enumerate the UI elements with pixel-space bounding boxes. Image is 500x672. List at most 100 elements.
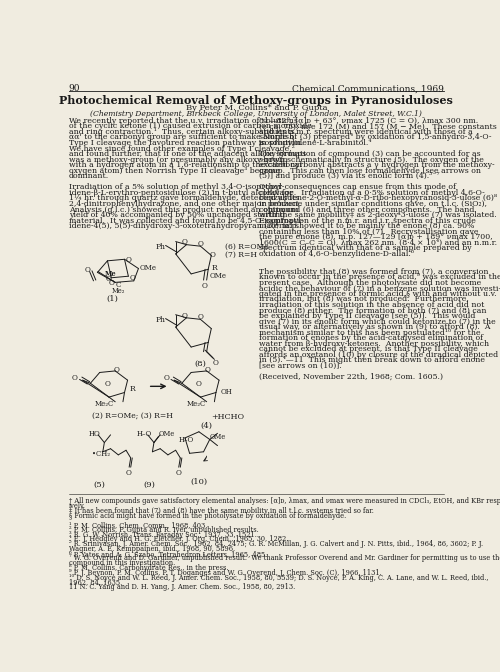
Text: ¹ P. M. Collins, Chem. Comm., 1968, 403.: ¹ P. M. Collins, Chem. Comm., 1968, 403. [68,521,207,529]
Text: ³ R. G. W. Norrish, Trans. Faraday Soc., 1937, 33, 1521.: ³ R. G. W. Norrish, Trans. Faraday Soc.,… [68,531,256,539]
Text: § Formic acid might have formed in the photolysate by oxidation of formaldehyde.: § Formic acid might have formed in the p… [68,511,346,519]
Text: the pure enone (8), m.p. 127—129 [α]ᴅ + 189° νmax 1700,: the pure enone (8), m.p. 127—129 [α]ᴅ + … [258,233,492,241]
Text: usual way, or alternatively as shown in (9) to afford (8).  A: usual way, or alternatively as shown in … [258,323,490,331]
Text: +HCHO: +HCHO [212,413,244,421]
Text: O: O [202,282,208,290]
Text: Type I cleavage the favoured reaction pathway in solution.: Type I cleavage the favoured reaction pa… [68,139,303,147]
Text: Me: Me [104,270,116,278]
Text: Other consequences can ensue from this mode of: Other consequences can ensue from this m… [258,183,456,192]
Text: Wagner, A. E. Kemppainen, ibid., 1968, 90, 5896.: Wagner, A. E. Kemppainen, ibid., 1968, 9… [68,545,235,553]
Text: mechanism similar to this has been postulated¹⁰ for the: mechanism similar to this has been postu… [258,329,480,337]
Text: affords an oxetanol (10) by closure of the diradical depicted: affords an oxetanol (10) by closure of t… [258,351,498,359]
Text: material showed it to be mainly the enone (8) ca. 90%: material showed it to be mainly the enon… [258,222,474,230]
Text: gated in the presence of formic acid,§ with and without u.v.: gated in the presence of formic acid,§ w… [258,290,496,298]
Text: with a hydrogen atom in a 1,6-relationship to the carbonyl: with a hydrogen atom in a 1,6-relationsh… [68,161,302,169]
Text: (4): (4) [200,422,212,430]
Text: 2,4-dinitrophenylhydrazone, and one other major product.: 2,4-dinitrophenylhydrazone, and one othe… [68,200,301,208]
Text: ‡ It has been found that (7) and (8) have the same mobility in all t.l.c. system: ‡ It has been found that (7) and (8) hav… [68,507,374,515]
Text: O: O [105,276,111,284]
Text: (Chemistry Department, Birkbeck College, University of London, Malet Street, W.C: (Chemistry Department, Birkbeck College,… [90,110,422,118]
Text: C: C [116,281,121,289]
Text: (8): (8) [194,360,206,368]
Text: 90: 90 [68,85,80,93]
Text: O: O [213,360,218,368]
Text: ⁵ R. Srinivasan, J. Amer. Chem. Soc., 1962, 84, 2475; G. R. McMillan, J. G. Calv: ⁵ R. Srinivasan, J. Amer. Chem. Soc., 19… [68,540,483,548]
Text: O: O [198,240,203,248]
Text: in benzene under similar conditions gave, on t.l.c. (SiO₂),: in benzene under similar conditions gave… [258,200,486,208]
Text: O: O [176,469,182,476]
Text: give (7) in its enolic form which could ketonize to (7) in the: give (7) in its enolic form which could … [258,318,496,326]
Text: Ph: Ph [156,243,166,251]
Text: dominant.: dominant. [68,172,109,180]
Text: present case.  Although the photolysate did not become: present case. Although the photolysate d… [258,279,481,287]
Text: O: O [126,469,132,476]
Text: yield of 40% accompanied by 50% unchanged starting: yield of 40% accompanied by 50% unchange… [68,211,285,219]
Text: O: O [85,266,91,274]
Text: isopropylidene-L-arabinitol.⁴: isopropylidene-L-arabinitol.⁴ [258,139,372,147]
Text: Analysis (g.l.c.) showed this product reached an optimum: Analysis (g.l.c.) showed this product re… [68,206,298,214]
Text: Irradiation of a 5% solution of methyl 3,4-O-isopropyl-: Irradiation of a 5% solution of methyl 3… [68,183,284,192]
Text: O: O [114,366,119,374]
Text: The formation of compound (3) can be accounted for as: The formation of compound (3) can be acc… [258,150,480,158]
Text: OMe: OMe [210,433,226,442]
Text: known to occur in the presence of acid,⁹ was excluded in the: known to occur in the presence of acid,⁹… [258,274,500,282]
Text: Photochemical Removal of Methoxy-groups in Pyranosiduloses: Photochemical Removal of Methoxy-groups … [60,95,453,106]
Text: oxygen atom) then Norrish Type II cleavage³ became: oxygen atom) then Norrish Type II cleava… [68,167,280,175]
Text: The possibility that (8) was formed from (7), a conversion: The possibility that (8) was formed from… [258,267,488,276]
Text: was a methoxy-group (or presumably any alkoxy-group: was a methoxy-group (or presumably any a… [68,156,288,164]
Text: irradiation of this solution in the absence of acid did not: irradiation of this solution in the abse… [258,301,484,309]
Text: OMe: OMe [139,264,156,272]
Text: † All new compounds gave satisfactory elemental analyses: [α]ᴅ, λmax, and νmax w: † All new compounds gave satisfactory el… [68,497,500,505]
Text: and ring contraction.¹  Thus, certain alkoxy-substituents: and ring contraction.¹ Thus, certain alk… [68,128,294,136]
Text: Ph: Ph [156,317,166,325]
Text: material.  It was collected and found to be 4,5-O-isopropyl-: material. It was collected and found to … [68,216,303,224]
Text: O: O [198,313,203,321]
Text: 1962, 84, 1635.: 1962, 84, 1635. [68,579,122,587]
Text: (9): (9) [144,481,155,489]
Text: oxidation of 4,6-O-benzylidene-D-allal.⁶: oxidation of 4,6-O-benzylidene-D-allal.⁶ [258,250,414,258]
Text: 1600(C = C–C = O), λmax 262 nm. (8·4 × 10⁴) and an n.m.r.: 1600(C = C–C = O), λmax 262 nm. (8·4 × 1… [258,239,496,247]
Text: (5)] and produce (3) via its enolic form (4).⁵⁻⁷: (5)] and produce (3) via its enolic form… [258,172,439,180]
Text: ⁹ P. J. Beynon, P. M. Collins, P. T. Doganges and W. G. Overend, J. Chem. Soc. (: ⁹ P. J. Beynon, P. M. Collins, P. T. Dog… [68,569,382,577]
Text: cannot be excluded at present, is that Type II cleavage: cannot be excluded at present, is that T… [258,345,478,353]
Text: ² P. M. Collins, P. Gupta and R. Iyer, unpublished results.: ² P. M. Collins, P. Gupta and R. Iyer, u… [68,526,258,534]
Text: By Peter M. Collins* and P. Gupta: By Peter M. Collins* and P. Gupta [186,103,327,112]
Text: cleavage.  Irradiation of a 0·5% solution of methyl 4,6-O-: cleavage. Irradiation of a 0·5% solution… [258,189,484,197]
Text: group.  This can then lose formaldehyde [see arrows on: group. This can then lose formaldehyde [… [258,167,480,175]
Text: produce (8) either.  The formation of both (7) and (8) can: produce (8) either. The formation of bot… [258,306,486,314]
Text: 81—82°, [α]ᴅ + 63°, νmax 1725 (C = O), λmax 300 nm.: 81—82°, [α]ᴅ + 63°, νmax 1725 (C = O), λ… [258,117,478,125]
Text: O: O [182,239,188,247]
Text: (7) R=H: (7) R=H [225,251,257,259]
Text: excited carbonyl abstracts a γ hydrogen from the methoxy-: excited carbonyl abstracts a γ hydrogen … [258,161,494,169]
Text: HO: HO [89,430,101,438]
Text: O: O [163,374,169,382]
Text: O: O [210,251,216,259]
Text: αα' to the carbonyl group are sufficient to make Norrish: αα' to the carbonyl group are sufficient… [68,134,294,142]
Text: containing less than 10% of (7).  Recrystallisation gave: containing less than 10% of (7). Recryst… [258,228,478,236]
Text: shown schematically in structure (5).  The oxygen of the: shown schematically in structure (5). Th… [258,156,484,164]
Text: (2) R=OMe; (3) R=H: (2) R=OMe; (3) R=H [92,413,173,421]
Text: We recently reported that the u.v. irradiation of solutions: We recently reported that the u.v. irrad… [68,117,298,125]
Text: O: O [72,374,78,382]
Text: spectrum identical with that of a sample prepared by: spectrum identical with that of a sample… [258,245,471,253]
Text: ⁸ P. M. Collins, Carbohydrate Res., in the press.: ⁸ P. M. Collins, Carbohydrate Res., in t… [68,564,228,572]
Text: sample of (3) prepared⁴ by oxidation of 1,5-anhydro-3,4-O-: sample of (3) prepared⁴ by oxidation of … [258,134,491,142]
Text: O: O [129,274,135,282]
Text: idene-4(5), 5(5)-dihydroxy-3-oxotetrahydropyran (3)† m.p.: idene-4(5), 5(5)-dihydroxy-3-oxotetrahyd… [68,222,299,230]
Text: R: R [129,385,135,393]
Text: and found further, that if one of the adjacent alkoxy-groups: and found further, that if one of the ad… [68,150,306,158]
Text: with the same mobility‡ as 2-deoxy-3-ulose (7) was isolated.: with the same mobility‡ as 2-deoxy-3-ulo… [258,211,496,219]
Text: Examination of the n.m.r. and i.r. spectra of this crude: Examination of the n.m.r. and i.r. spect… [258,216,476,224]
Text: O: O [182,312,188,320]
Text: •CH₂: •CH₂ [92,450,110,458]
Text: O: O [126,256,132,264]
Text: in (5).⁴—11  This might then break down to afford enone: in (5).⁴—11 This might then break down t… [258,356,484,364]
Text: (e ca. 75), m/e 172 (M) and 157 (M − Me).  These constants: (e ca. 75), m/e 172 (M) and 157 (M − Me)… [258,122,496,130]
Text: OMe: OMe [210,272,227,280]
Text: O: O [205,366,211,374]
Text: compound in this investigation.: compound in this investigation. [68,559,175,567]
Text: compound (6) and three other components.  The band: compound (6) and three other components.… [258,206,474,214]
Text: benzylidene-2-O-methyl-α-D-ribo-hexopyranosid-3-ulose (6)⁸: benzylidene-2-O-methyl-α-D-ribo-hexopyra… [258,194,496,202]
Text: ⁴ E. J. Hedgley and H. G. Fletcher, J. Org. Chem., 1965, 30, 1282.: ⁴ E. J. Hedgley and H. G. Fletcher, J. O… [68,536,288,544]
Text: ¹⁰ D. S. Noyce and W. L. Reed, J. Amer. Chem. Soc., 1958, 80, 5539; D. S. Noyce,: ¹⁰ D. S. Noyce and W. L. Reed, J. Amer. … [68,574,488,581]
